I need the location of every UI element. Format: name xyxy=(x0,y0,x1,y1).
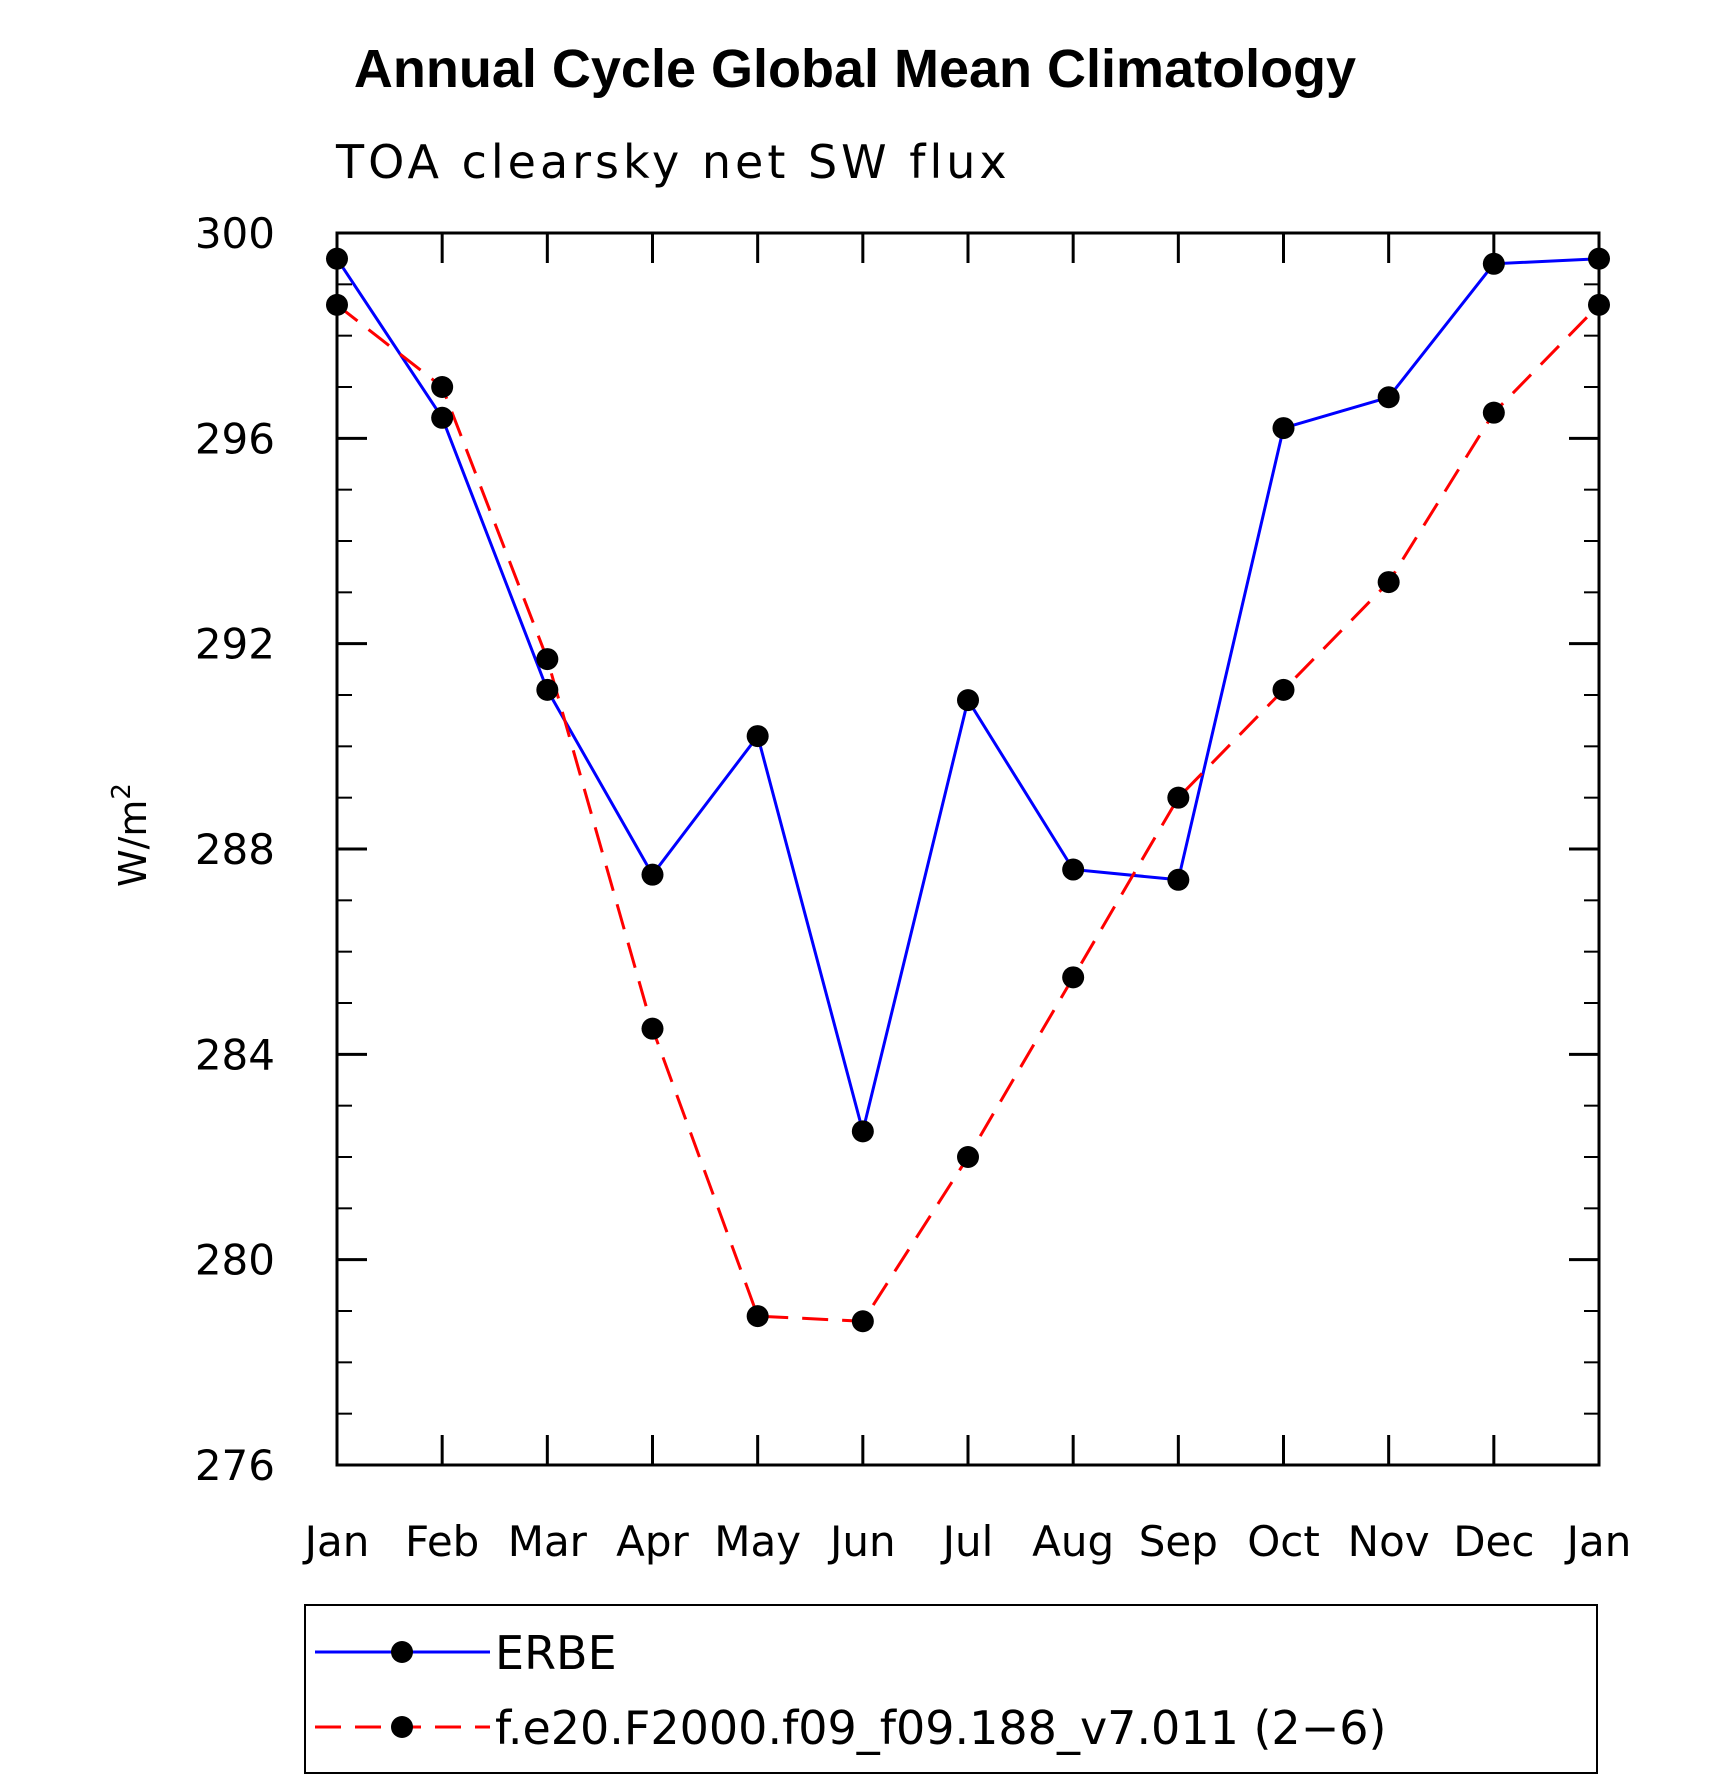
data-point xyxy=(957,689,979,712)
data-point xyxy=(326,293,348,316)
y-axis-label: W/m2 xyxy=(107,783,155,887)
x-tick-label: Sep xyxy=(1139,1517,1218,1566)
data-point xyxy=(1062,966,1085,989)
data-point xyxy=(746,725,769,748)
y-tick-label: 300 xyxy=(195,209,275,258)
x-tick-label: Feb xyxy=(405,1517,479,1566)
data-point xyxy=(957,1146,979,1168)
data-point xyxy=(1588,247,1610,270)
data-point xyxy=(536,648,559,671)
data-point xyxy=(1588,293,1610,316)
x-tick-label: Apr xyxy=(616,1517,689,1566)
legend-marker xyxy=(391,1641,413,1663)
y-tick-label: 292 xyxy=(195,620,275,669)
data-point xyxy=(1167,786,1190,809)
x-tick-label: Jun xyxy=(827,1517,896,1566)
y-tick-label: 296 xyxy=(195,414,275,463)
data-point xyxy=(851,1120,874,1143)
y-tick-label: 288 xyxy=(195,825,275,874)
y-tick-label: 284 xyxy=(195,1030,275,1079)
data-point xyxy=(1272,678,1295,701)
data-point xyxy=(1062,858,1085,881)
x-tick-label: Oct xyxy=(1247,1517,1320,1566)
y-tick-label: 280 xyxy=(195,1236,275,1285)
data-point xyxy=(1482,252,1505,275)
data-point xyxy=(326,247,348,270)
legend: ERBE f.e20.F2000.f09_f09.188_v7.011 (2−6) xyxy=(304,1604,1598,1774)
data-point xyxy=(1167,868,1190,891)
data-point xyxy=(536,678,559,701)
data-point xyxy=(641,863,664,886)
y-tick-label: 276 xyxy=(195,1441,275,1490)
data-point xyxy=(431,406,454,429)
legend-box xyxy=(304,1604,1598,1774)
x-tick-label: May xyxy=(714,1517,801,1566)
x-tick-label: Aug xyxy=(1032,1517,1114,1566)
legend-label: ERBE xyxy=(495,1626,617,1680)
data-point xyxy=(1377,571,1400,594)
legend-label: f.e20.F2000.f09_f09.188_v7.011 (2−6) xyxy=(495,1701,1386,1755)
series-line xyxy=(336,303,1601,1323)
x-tick-label: Mar xyxy=(508,1517,588,1566)
chart-title: Annual Cycle Global Mean Climatology xyxy=(354,39,1356,99)
legend-marker xyxy=(391,1716,413,1738)
data-point xyxy=(1482,401,1505,424)
series-layer xyxy=(326,247,1610,1333)
y-axis-label-text: W/m xyxy=(111,800,155,887)
x-tick-label: Jan xyxy=(1564,1517,1632,1566)
data-point xyxy=(746,1305,769,1328)
data-point xyxy=(1377,386,1400,409)
plot-axes: Jan Feb Mar Apr May Jun Jul Aug Sep Oct Nov Dec Jan 2… xyxy=(195,209,1632,1566)
x-tick-label: Jan xyxy=(302,1517,370,1566)
data-point xyxy=(1272,417,1295,440)
x-tick-label: Nov xyxy=(1348,1517,1430,1566)
y-axis-label-superscript: 2 xyxy=(107,783,137,800)
data-point xyxy=(851,1310,874,1333)
chart-subtitle: TOA clearsky net SW flux xyxy=(335,135,1011,189)
data-point xyxy=(431,376,454,398)
x-tick-label: Dec xyxy=(1453,1517,1534,1566)
plot-frame xyxy=(335,231,1601,1467)
data-point xyxy=(641,1017,664,1040)
x-tick-label: Jul xyxy=(940,1517,994,1566)
